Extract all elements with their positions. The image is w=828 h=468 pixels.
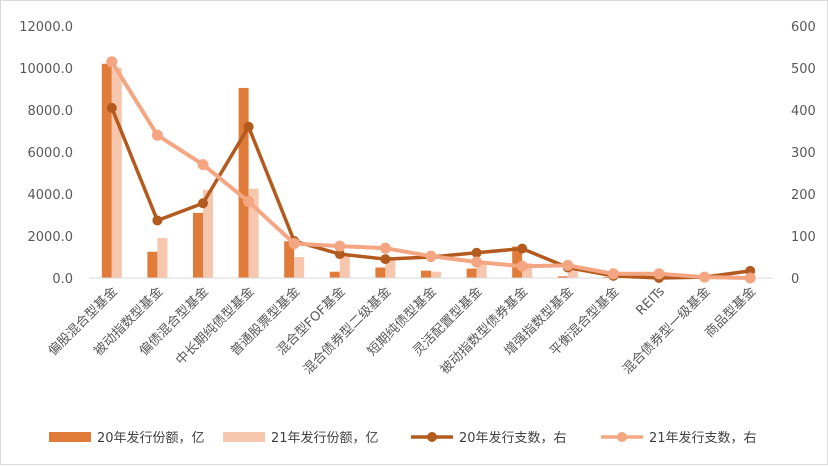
point-series4 xyxy=(745,273,756,284)
category-label: 混合债券型一级基金 xyxy=(619,284,713,378)
legend-swatch-marker xyxy=(617,432,627,442)
bar-series1 xyxy=(147,252,157,278)
bar-series1 xyxy=(193,213,203,278)
point-series4 xyxy=(517,261,528,272)
category-label: 混合债券型二级基金 xyxy=(300,284,394,378)
point-series4 xyxy=(334,241,345,252)
point-series3 xyxy=(152,215,162,225)
legend-swatch xyxy=(223,432,265,442)
point-series4 xyxy=(654,268,665,279)
bar-series2 xyxy=(294,257,304,278)
right-axis-tick-label: 200 xyxy=(791,188,816,203)
left-axis-tick-label: 12000.0 xyxy=(19,20,73,35)
right-axis-tick-label: 600 xyxy=(791,20,816,35)
right-axis-tick-label: 500 xyxy=(791,62,816,77)
point-series4 xyxy=(426,251,437,262)
right-axis-tick-label: 100 xyxy=(791,230,816,245)
right-axis-tick-label: 0 xyxy=(791,272,799,287)
left-axis-tick-label: 0.0 xyxy=(52,272,73,287)
legend-swatch xyxy=(49,432,91,442)
legend-label: 21年发行支数，右 xyxy=(649,430,757,446)
point-series4 xyxy=(699,272,710,283)
bar-series1 xyxy=(421,271,431,278)
point-series3 xyxy=(472,248,482,258)
point-series4 xyxy=(562,260,573,271)
left-axis-tick-label: 4000.0 xyxy=(28,188,74,203)
bar-series1 xyxy=(375,268,385,279)
point-series3 xyxy=(380,254,390,264)
point-series3 xyxy=(244,122,254,132)
legend-label: 20年发行支数，右 xyxy=(459,430,567,446)
point-series3 xyxy=(517,244,527,254)
bar-series2 xyxy=(112,68,122,278)
point-series4 xyxy=(152,130,163,141)
left-axis-tick-label: 6000.0 xyxy=(28,146,74,161)
point-series4 xyxy=(243,196,254,207)
left-axis-tick-label: 8000.0 xyxy=(28,104,74,119)
category-label: REITs xyxy=(633,284,668,319)
point-series4 xyxy=(198,159,209,170)
bar-series1 xyxy=(239,88,249,278)
point-series3 xyxy=(198,198,208,208)
legend-label: 20年发行份额，亿 xyxy=(97,430,205,446)
point-series4 xyxy=(471,257,482,268)
point-series4 xyxy=(289,238,300,249)
legend-label: 21年发行份额，亿 xyxy=(271,430,379,446)
category-label: 被动指数型债券基金 xyxy=(437,284,531,378)
right-axis-tick-label: 400 xyxy=(791,104,816,119)
point-series3 xyxy=(107,103,117,113)
bar-series1 xyxy=(467,269,477,278)
bar-series2 xyxy=(431,272,441,278)
point-series4 xyxy=(608,268,619,279)
left-axis-tick-label: 10000.0 xyxy=(19,62,73,77)
left-axis-tick-label: 2000.0 xyxy=(28,230,74,245)
category-label: 中长期纯债型基金 xyxy=(173,284,258,369)
bar-series1 xyxy=(330,272,340,278)
point-series4 xyxy=(380,243,391,254)
point-series4 xyxy=(106,56,117,67)
legend-swatch-marker xyxy=(427,432,437,442)
bar-series2 xyxy=(157,238,167,278)
bar-series1 xyxy=(102,64,112,278)
right-axis-tick-label: 300 xyxy=(791,146,816,161)
